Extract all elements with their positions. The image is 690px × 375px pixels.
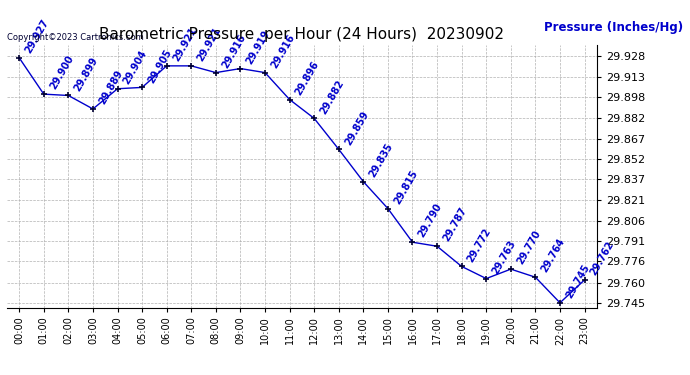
- Title: Barometric Pressure  per Hour (24 Hours)  20230902: Barometric Pressure per Hour (24 Hours) …: [99, 27, 504, 42]
- Text: 29.882: 29.882: [318, 78, 346, 116]
- Text: 29.899: 29.899: [72, 55, 100, 93]
- Text: 29.763: 29.763: [491, 238, 518, 276]
- Text: 29.815: 29.815: [392, 168, 420, 206]
- Text: 29.900: 29.900: [48, 54, 75, 92]
- Text: 29.764: 29.764: [540, 237, 567, 274]
- Text: 29.921: 29.921: [195, 26, 223, 63]
- Text: 29.916: 29.916: [269, 32, 297, 70]
- Text: 29.927: 29.927: [23, 18, 51, 55]
- Text: Pressure (Inches/Hg): Pressure (Inches/Hg): [544, 21, 683, 34]
- Text: 29.745: 29.745: [564, 262, 591, 300]
- Text: Copyright©2023 Cartronics.com: Copyright©2023 Cartronics.com: [7, 33, 144, 42]
- Text: 29.787: 29.787: [441, 206, 469, 243]
- Text: 29.762: 29.762: [589, 240, 616, 277]
- Text: 29.859: 29.859: [343, 109, 371, 147]
- Text: 29.904: 29.904: [121, 48, 149, 86]
- Text: 29.790: 29.790: [417, 202, 444, 239]
- Text: 29.770: 29.770: [515, 229, 542, 266]
- Text: 29.835: 29.835: [368, 141, 395, 179]
- Text: 29.896: 29.896: [294, 59, 322, 97]
- Text: 29.905: 29.905: [146, 47, 174, 85]
- Text: 29.772: 29.772: [466, 226, 493, 264]
- Text: 29.921: 29.921: [171, 26, 198, 63]
- Text: 29.916: 29.916: [220, 32, 248, 70]
- Text: 29.919: 29.919: [244, 28, 272, 66]
- Text: 29.889: 29.889: [97, 69, 125, 106]
